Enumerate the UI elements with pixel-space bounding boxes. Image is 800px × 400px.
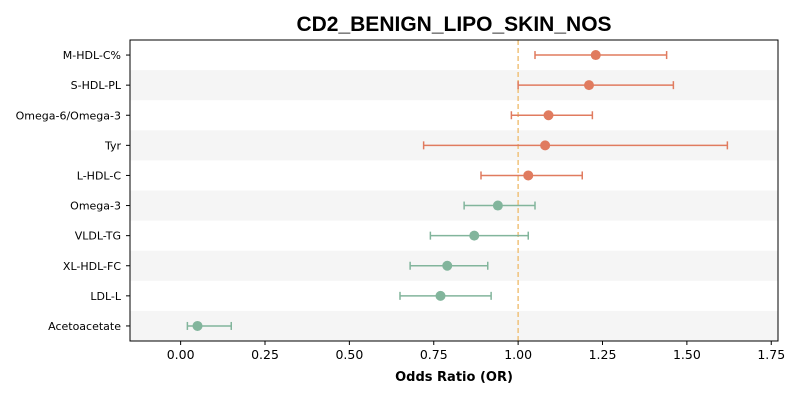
y-axis-ticks: M-HDL-C% S-HDL-PL Omega-6/Omega-3 Tyr L-HDL-… — [16, 49, 130, 333]
chart-title: CD2_BENIGN_LIPO_SKIN_NOS — [296, 13, 611, 36]
data-point-group — [517, 80, 675, 91]
y-tick-label: S-HDL-PL — [71, 79, 122, 92]
data-point — [523, 170, 534, 181]
x-tick-label: 0.75 — [420, 347, 448, 362]
data-marks — [186, 50, 729, 331]
row-bands — [130, 70, 778, 341]
x-tick-label: 0.00 — [167, 347, 195, 362]
y-tick-label: Acetoacetate — [48, 320, 121, 333]
row-band — [130, 190, 778, 221]
y-tick-label: Omega-6/Omega-3 — [16, 109, 121, 122]
data-point-group — [422, 140, 729, 151]
y-tick-label: XL-HDL-FC — [63, 260, 121, 273]
x-tick-label: 1.50 — [673, 347, 701, 362]
y-tick-label: Tyr — [104, 139, 122, 152]
y-tick-label: LDL-L — [90, 290, 122, 303]
data-point-group — [510, 110, 594, 121]
data-point-group — [534, 50, 668, 61]
data-point — [435, 290, 446, 301]
data-point — [469, 230, 480, 241]
data-point — [540, 140, 551, 151]
x-tick-label: 1.75 — [757, 347, 785, 362]
data-point-group — [409, 260, 489, 271]
data-point-group — [399, 290, 492, 301]
y-tick-label: L-HDL-C — [77, 169, 122, 182]
row-band — [130, 310, 778, 341]
data-point-group — [186, 320, 232, 331]
x-axis-label: Odds Ratio (OR) — [395, 370, 513, 385]
data-point — [442, 260, 453, 271]
plot-frame — [129, 39, 779, 342]
data-point — [492, 200, 503, 211]
data-point-group — [429, 230, 529, 241]
x-tick-label: 0.25 — [251, 347, 279, 362]
y-tick-label: Omega-3 — [70, 200, 121, 213]
y-tick-label: M-HDL-C% — [63, 49, 121, 62]
data-point — [590, 50, 601, 61]
data-point-group — [463, 200, 536, 211]
data-point-group — [480, 170, 583, 181]
y-tick-label: VLDL-TG — [75, 230, 121, 243]
x-tick-label: 0.50 — [335, 347, 363, 362]
x-tick-label: 1.25 — [589, 347, 617, 362]
x-tick-label: 1.00 — [504, 347, 532, 362]
data-point — [543, 110, 554, 121]
data-point — [192, 320, 203, 331]
row-band — [130, 70, 778, 101]
data-point — [584, 80, 594, 91]
x-axis-ticks: 0.00 0.25 0.50 0.75 1.00 1.25 1.50 1.75 — [167, 341, 785, 362]
